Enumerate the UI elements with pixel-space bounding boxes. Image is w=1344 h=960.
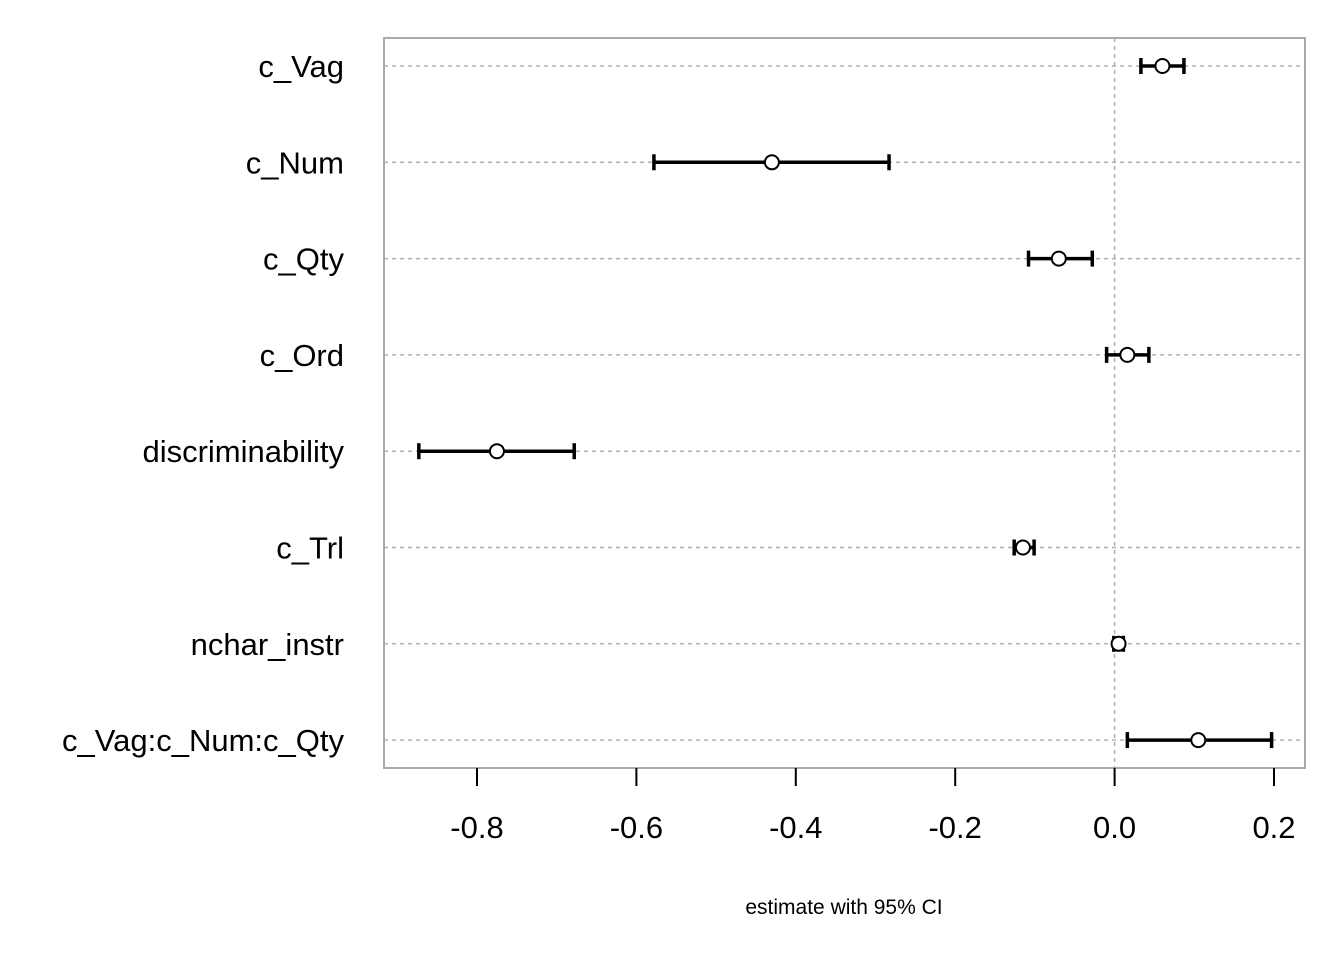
category-label-4: discriminability — [142, 434, 344, 469]
category-label-7: c_Vag:c_Num:c_Qty — [62, 723, 344, 758]
estimate-point-7 — [1190, 732, 1207, 749]
x-tick-label-4: 0.0 — [1093, 810, 1136, 845]
estimate-point-4 — [488, 443, 505, 460]
category-label-6: nchar_instr — [191, 627, 344, 662]
category-label-0: c_Vag — [258, 49, 344, 84]
plot-frame — [383, 37, 1306, 769]
x-tick-label-1: -0.6 — [610, 810, 663, 845]
estimate-point-1 — [763, 154, 780, 171]
estimate-point-6 — [1110, 635, 1127, 652]
category-label-1: c_Num — [246, 145, 344, 180]
data-layer — [417, 58, 1274, 749]
category-label-2: c_Qty — [263, 242, 344, 277]
grid-layer — [384, 65, 1305, 741]
estimate-point-2 — [1050, 250, 1067, 267]
x-tick-label-5: 0.2 — [1252, 810, 1295, 845]
x-tick-label-0: -0.8 — [450, 810, 503, 845]
category-label-3: c_Ord — [260, 338, 344, 373]
estimate-point-5 — [1014, 539, 1031, 556]
category-label-5: c_Trl — [276, 531, 344, 566]
x-axis-title: estimate with 95% CI — [745, 896, 942, 919]
x-tick-label-2: -0.4 — [769, 810, 822, 845]
x-tick-label-3: -0.2 — [928, 810, 981, 845]
x-axis: -0.8 -0.6 -0.4 -0.2 0.0 0.2 — [450, 768, 1296, 845]
category-labels: c_Vag c_Num c_Qty c_Ord discriminability c_Tr… — [62, 49, 344, 758]
estimate-point-3 — [1119, 346, 1136, 363]
estimate-point-0 — [1154, 58, 1171, 74]
